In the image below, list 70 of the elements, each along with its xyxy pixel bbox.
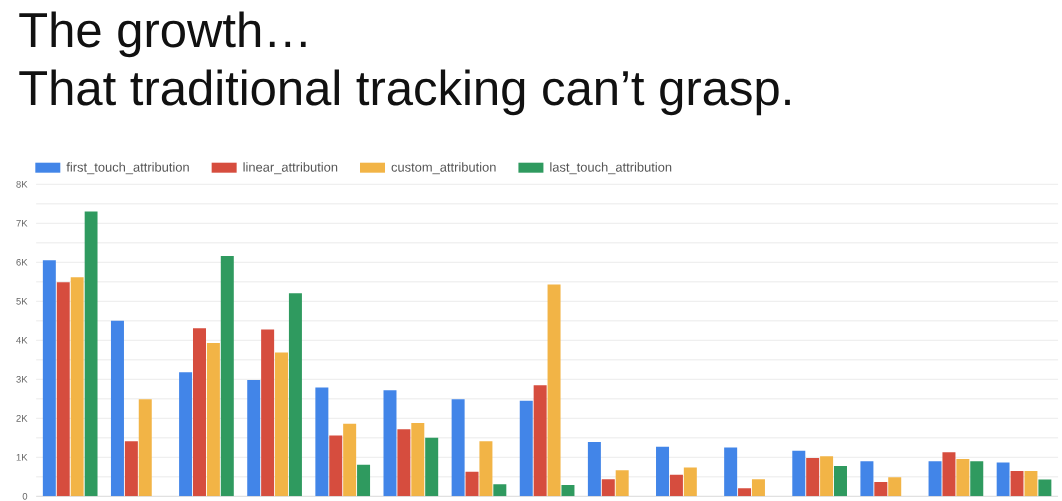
bar [928, 461, 942, 497]
bar [669, 474, 683, 497]
bar [397, 429, 411, 497]
bar [970, 461, 984, 497]
bar [411, 423, 425, 497]
bar [724, 447, 738, 497]
legend-label: linear_attribution [243, 162, 338, 175]
bar [206, 343, 220, 497]
bar [42, 260, 56, 497]
bar [479, 441, 493, 497]
bar [343, 423, 357, 497]
bar [425, 437, 439, 497]
bar [124, 441, 138, 497]
bar [942, 452, 956, 497]
bar [110, 320, 124, 497]
bar [547, 284, 561, 497]
bar [806, 458, 820, 497]
bar [383, 390, 397, 497]
bar [738, 488, 752, 497]
bar [792, 450, 806, 497]
bar [56, 282, 70, 497]
bar [220, 256, 234, 497]
bar [587, 442, 601, 497]
bar [996, 462, 1010, 497]
legend-label: custom_attribution [391, 162, 496, 175]
y-tick-label: 0 [22, 492, 28, 500]
legend-label: last_touch_attribution [550, 162, 672, 175]
bar [179, 372, 193, 497]
chart-title: The growth… [19, 11, 306, 58]
y-tick-label: 6K [16, 258, 28, 266]
y-tick-label: 3K [16, 375, 28, 383]
bar [1024, 470, 1038, 497]
bar [1038, 479, 1052, 497]
bar [601, 479, 615, 497]
bar [261, 329, 275, 497]
bar [465, 471, 479, 497]
bar [751, 479, 765, 497]
legend-label: first_touch_attribution [66, 162, 189, 175]
bar [956, 458, 970, 497]
bar [874, 481, 888, 497]
bar [329, 435, 343, 497]
bar [1010, 470, 1024, 497]
bar [138, 399, 152, 497]
chart-subtitle: That traditional tracking can’t grasp. [19, 69, 790, 116]
bar [493, 484, 507, 497]
y-tick-label: 5K [16, 298, 28, 305]
bar [519, 400, 533, 497]
bar [820, 456, 834, 497]
bar [451, 399, 465, 497]
bar [860, 461, 874, 497]
bar [888, 477, 902, 497]
bar [84, 211, 98, 497]
bar [275, 352, 289, 497]
bar [315, 387, 329, 497]
y-tick-label: 7K [16, 220, 28, 227]
y-tick-label: 2K [16, 415, 28, 422]
y-tick-label: 1K [16, 454, 28, 461]
bar [656, 446, 670, 497]
bar [533, 385, 547, 497]
bar [833, 465, 847, 497]
y-tick-label: 8K [16, 180, 28, 188]
bar [357, 464, 371, 497]
bar [288, 293, 302, 497]
bar [561, 485, 575, 497]
bar [615, 470, 629, 497]
y-tick-label: 4K [16, 337, 28, 344]
bar [247, 380, 261, 497]
bar [683, 467, 697, 497]
bar [192, 328, 206, 497]
bar [70, 277, 84, 497]
